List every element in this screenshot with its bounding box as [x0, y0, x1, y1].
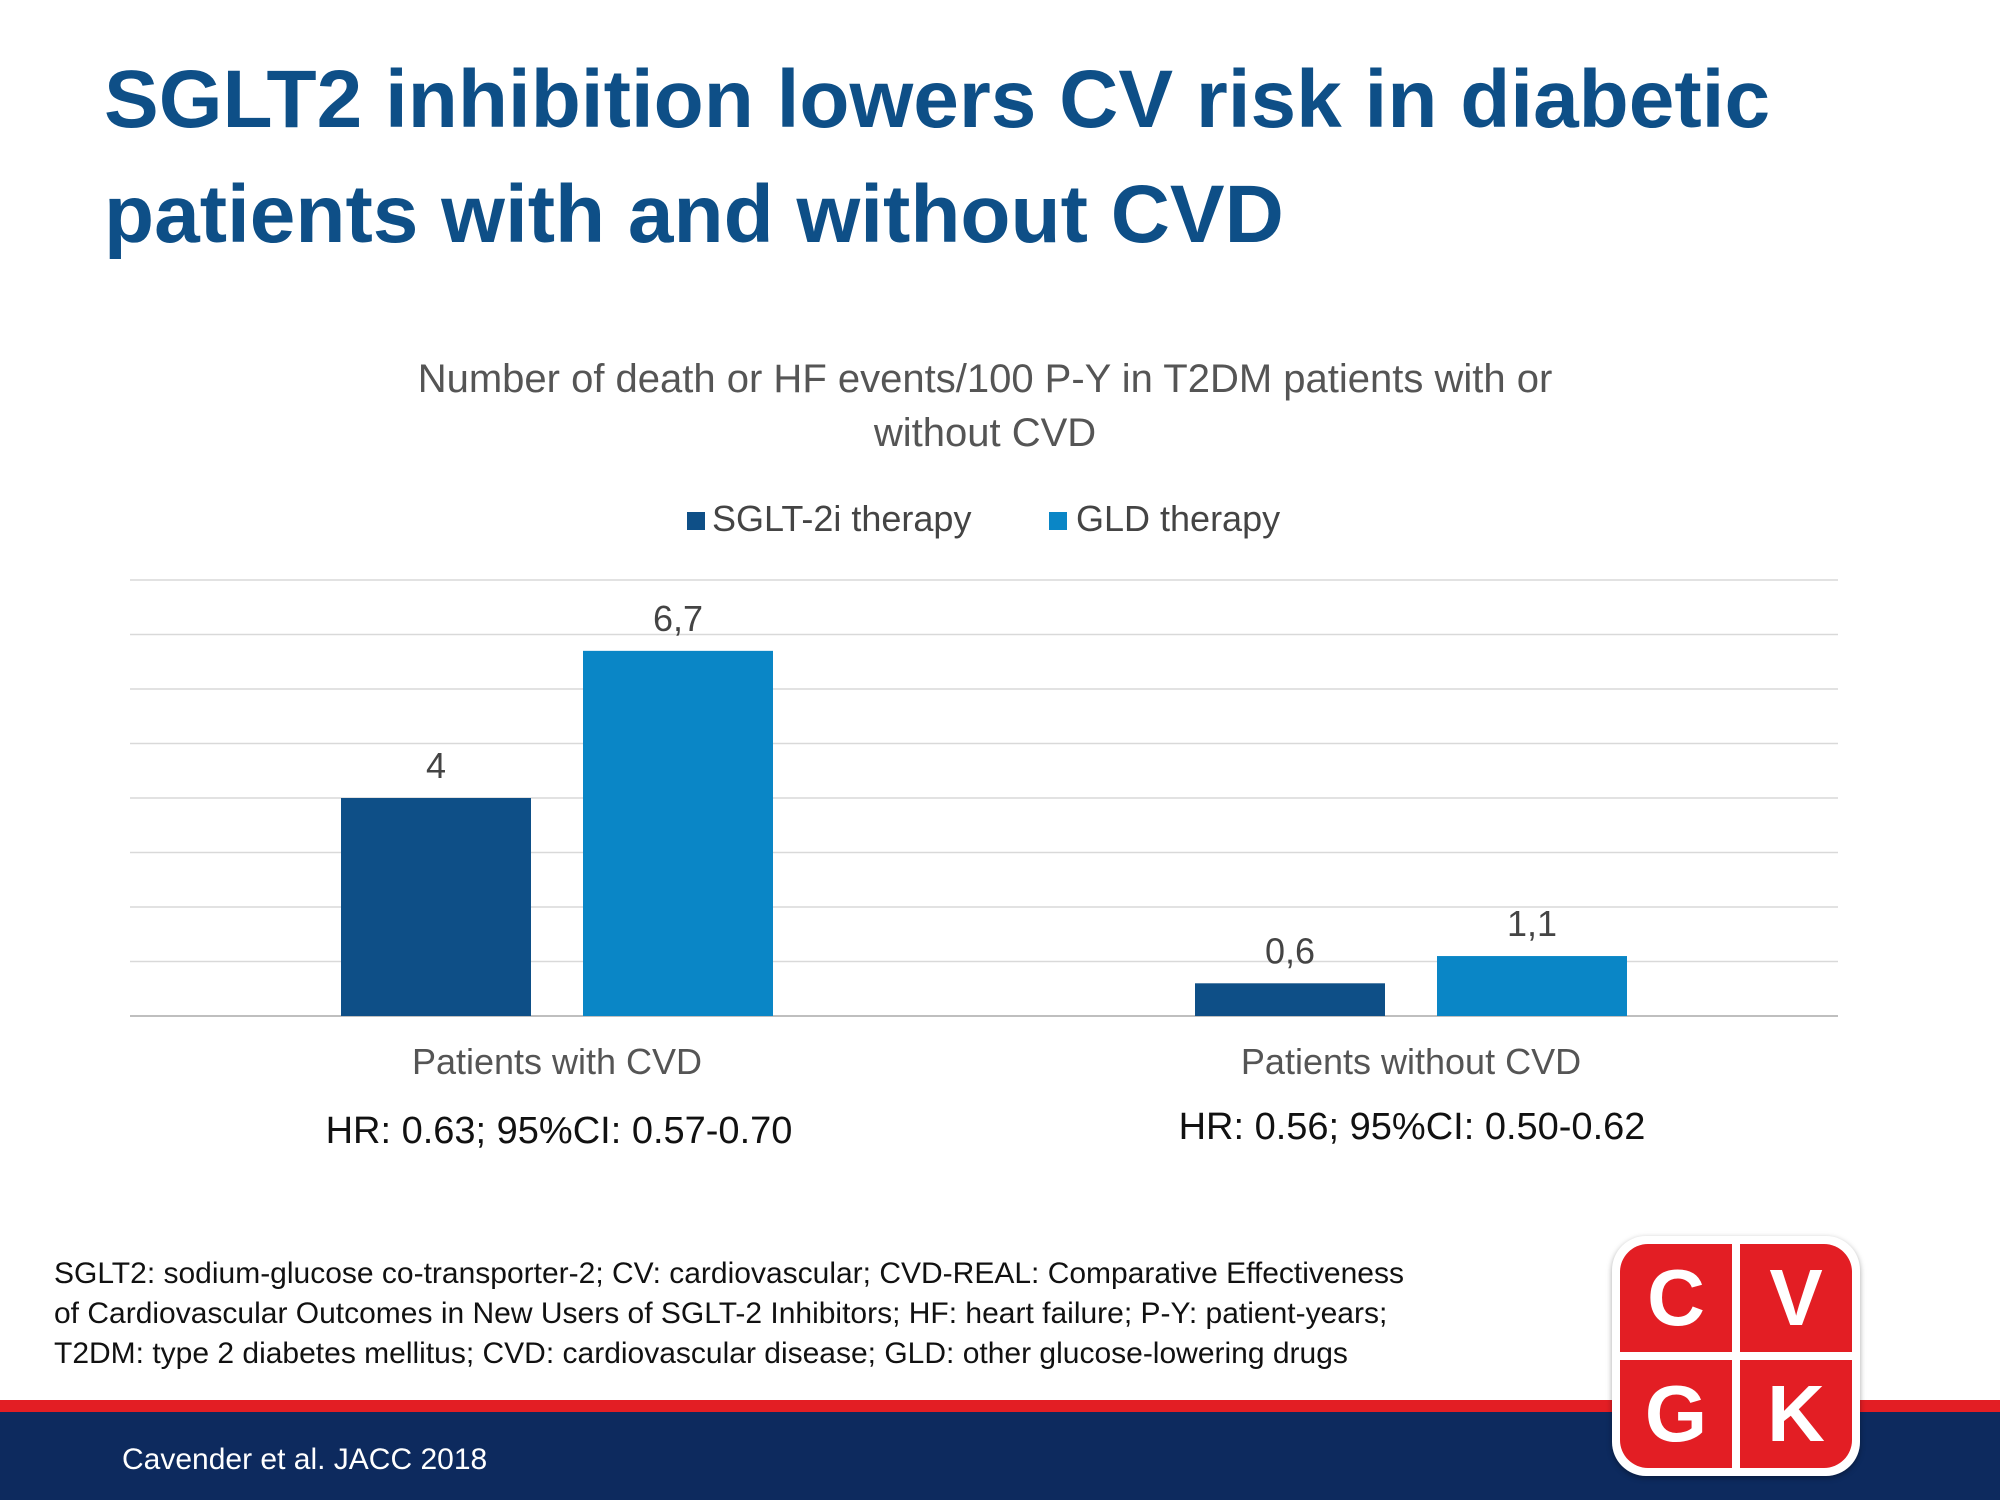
hazard-ratio-with-cvd: HR: 0.63; 95%CI: 0.57-0.70: [325, 1110, 793, 1152]
bar-1-1: [341, 798, 531, 1016]
footnote-line-3: T2DM: type 2 diabetes mellitus; CVD: car…: [54, 1337, 1348, 1370]
legend-swatch-2: [1049, 512, 1067, 530]
data-label-2-1: 6,7: [653, 598, 703, 639]
data-label-1-1: 4: [426, 745, 446, 786]
bar-2-1: [583, 650, 773, 1016]
footnote-line-2: of Cardiovascular Outcomes in New Users …: [54, 1297, 1388, 1330]
data-label-1-2: 0,6: [1265, 930, 1315, 971]
bar-1-2: [1195, 983, 1385, 1016]
slide-title: SGLT2 inhibition lowers CV risk in diabe…: [104, 42, 1904, 272]
footnote: SGLT2: sodium-glucose co-transporter-2; …: [54, 1254, 1614, 1374]
logo-letter-g: G: [1620, 1360, 1732, 1468]
slide-title-line-2: patients with and without CVD: [104, 169, 1284, 260]
logo-letter-v: V: [1740, 1244, 1852, 1352]
legend-label-1: SGLT-2i therapy: [712, 498, 971, 539]
hazard-ratio-without-cvd: HR: 0.56; 95%CI: 0.50-0.62: [1178, 1106, 1646, 1148]
citation: Cavender et al. JACC 2018: [122, 1443, 488, 1476]
data-label-2-2: 1,1: [1507, 903, 1557, 944]
category-label-2: Patients without CVD: [1241, 1041, 1581, 1082]
category-label-1: Patients with CVD: [412, 1041, 702, 1082]
cvgk-logo: C V G K: [1612, 1236, 1860, 1476]
legend-swatch-1: [687, 512, 705, 530]
legend-label-2: GLD therapy: [1076, 498, 1280, 539]
chart-title-line-1: Number of death or HF events/100 P-Y in …: [418, 357, 1553, 401]
chart-title-line-2: without CVD: [873, 411, 1096, 455]
bar-2-2: [1437, 956, 1627, 1016]
footnote-line-1: SGLT2: sodium-glucose co-transporter-2; …: [54, 1257, 1404, 1290]
logo-letter-k: K: [1740, 1360, 1852, 1468]
slide-title-line-1: SGLT2 inhibition lowers CV risk in diabe…: [104, 54, 1771, 145]
logo-letter-c: C: [1620, 1244, 1732, 1352]
